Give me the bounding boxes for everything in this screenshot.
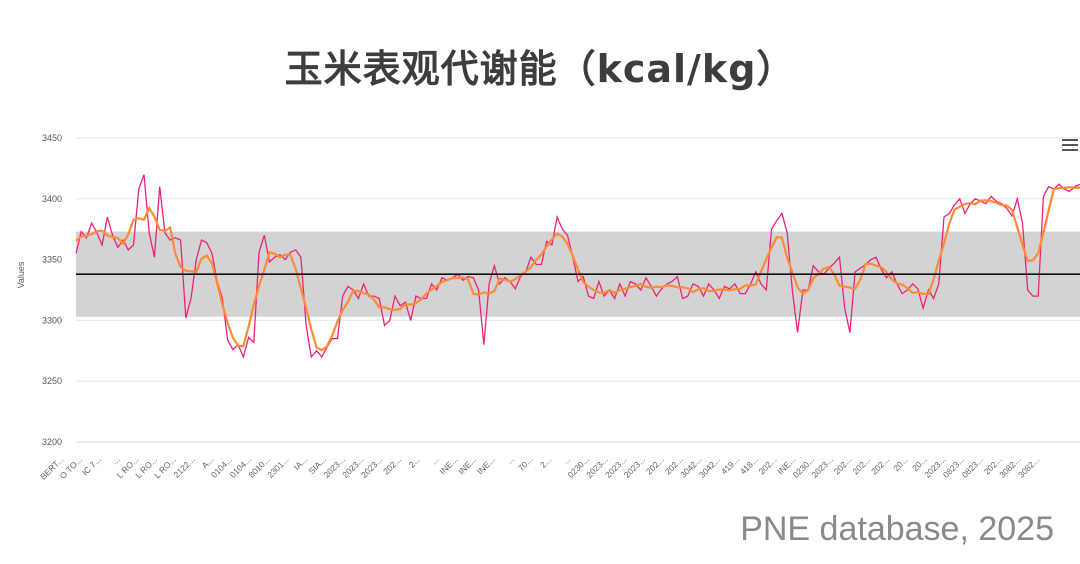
x-tick-label: 202... [644, 454, 666, 476]
x-tick-label: 2023... [359, 454, 384, 479]
y-axis-ticks: 3450 3400 3350 3300 3250 3200 [42, 133, 62, 447]
y-tick-label: 3250 [42, 376, 62, 386]
x-tick-label: ... [110, 454, 122, 466]
y-tick-label: 3450 [42, 133, 62, 143]
x-tick-label: 202... [756, 454, 778, 476]
x-tick-label: 0823... [960, 454, 985, 479]
series-raw-line [75, 174, 1080, 359]
x-tick-label: 419... [719, 454, 741, 476]
y-axis-label: Values [16, 261, 26, 288]
x-tick-label: IC 7... [80, 454, 103, 477]
x-tick-label: 2023... [622, 454, 647, 479]
x-tick-label: 2... [407, 454, 422, 469]
y-tick-label: 3200 [42, 437, 62, 447]
chart-menu-icon[interactable] [1062, 139, 1078, 153]
x-tick-label: 202... [850, 454, 872, 476]
x-tick-label: 202... [381, 454, 403, 476]
y-tick-label: 3350 [42, 255, 62, 265]
series-smooth-line [75, 185, 1080, 352]
x-tick-label: INE... [475, 454, 497, 476]
x-tick-label: 2023... [809, 454, 834, 479]
x-tick-label: 418... [738, 454, 760, 476]
x-tick-label: INE... [438, 454, 460, 476]
x-tick-label: INE... [456, 454, 478, 476]
x-tick-label: ... [560, 454, 572, 466]
x-tick-label: ... [429, 454, 441, 466]
y-tick-label: 3400 [42, 194, 62, 204]
x-tick-label: 3042... [697, 454, 722, 479]
x-tick-label: 202... [832, 454, 854, 476]
x-tick-label: 70... [516, 454, 535, 473]
chart-title: 玉米表观代谢能（kcal/kg） [284, 47, 796, 91]
y-tick-label: 3300 [42, 315, 62, 325]
x-tick-label: 2122... [171, 454, 196, 479]
source-note: PNE database, 2025 [740, 510, 1054, 548]
x-tick-label: 20... [891, 454, 910, 473]
x-tick-label: 2301... [265, 454, 290, 479]
x-tick-label: ... [504, 454, 516, 466]
x-axis-ticks: BERT...O TO...IC 7... ...L RO...L RO...L … [38, 454, 1041, 480]
x-tick-label: 2... [538, 454, 553, 469]
x-tick-label: 3082... [1016, 454, 1041, 479]
x-tick-label: 202... [869, 454, 891, 476]
